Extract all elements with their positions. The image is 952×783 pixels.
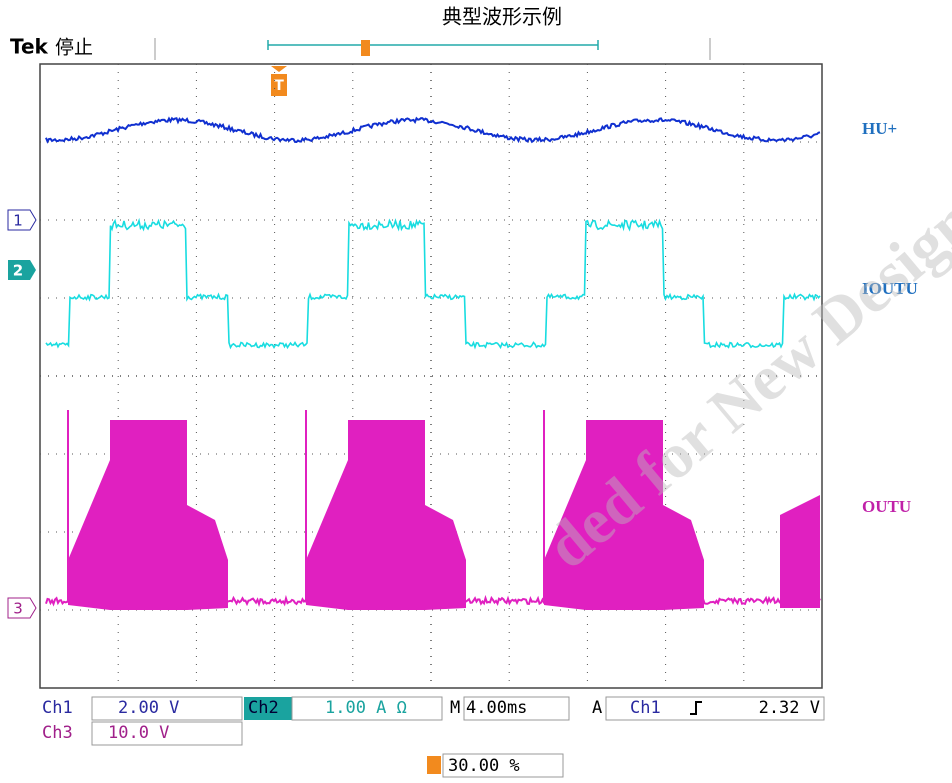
trigger-position: 30.00 %: [448, 756, 520, 776]
waveforms: [46, 118, 820, 610]
burst: [110, 420, 187, 610]
burst: [425, 505, 466, 610]
timebase-prefix: M: [450, 698, 460, 718]
channel-label: HU+: [862, 119, 897, 138]
timebase: 4.00ms: [466, 698, 527, 718]
watermark: ded for New Design: [533, 184, 952, 582]
title: 典型波形示例: [442, 5, 562, 29]
waveform-ioutu: [46, 221, 820, 348]
burst: [780, 495, 820, 608]
trigger-mode: A: [592, 698, 602, 718]
brand: Tek: [10, 35, 49, 59]
scope-screen: 典型波形示例 Tek 停止 T 1 2 3 HU+ IOUTU OUTU ded…: [0, 0, 952, 783]
ch3-label: Ch3: [42, 723, 73, 743]
burst: [348, 420, 425, 610]
status-bar: Ch1 2.00 V Ch2 1.00 A Ω M 4.00ms A Ch1 2…: [42, 697, 824, 777]
burst: [306, 460, 348, 610]
trigger-source: Ch1: [630, 698, 661, 718]
trigger-icon: [427, 756, 441, 774]
ch2-label: Ch2: [248, 698, 279, 718]
burst: [663, 505, 704, 610]
trigger-pos-icon: [361, 40, 370, 56]
trigger-level: 2.32 V: [759, 698, 820, 718]
burst: [187, 505, 228, 610]
trigger-icon-text: T: [274, 78, 284, 94]
ch2-scale: 1.00 A Ω: [325, 698, 407, 718]
ch1-marker-text: 1: [13, 212, 23, 230]
waveform-hu: [46, 118, 820, 142]
ch2-marker-text: 2: [13, 262, 23, 280]
record-bar: [268, 40, 598, 50]
ch1-label: Ch1: [42, 698, 73, 718]
run-state: 停止: [55, 37, 93, 59]
ch1-scale: 2.00 V: [118, 698, 179, 718]
trigger-arrow: [271, 66, 287, 72]
channel-label: OUTU: [862, 497, 911, 516]
ch3-scale: 10.0 V: [108, 723, 169, 743]
slope-icon: [690, 702, 702, 714]
burst: [68, 460, 110, 610]
ch3-marker-text: 3: [13, 600, 23, 618]
